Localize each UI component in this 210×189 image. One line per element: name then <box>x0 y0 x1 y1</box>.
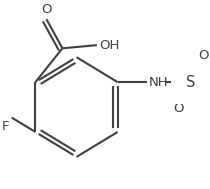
Text: O: O <box>198 49 208 62</box>
Text: O: O <box>173 102 183 115</box>
Text: O: O <box>41 3 52 16</box>
Text: S: S <box>186 75 195 90</box>
Text: NH: NH <box>149 76 168 89</box>
Text: F: F <box>1 120 9 133</box>
Text: OH: OH <box>99 39 119 52</box>
